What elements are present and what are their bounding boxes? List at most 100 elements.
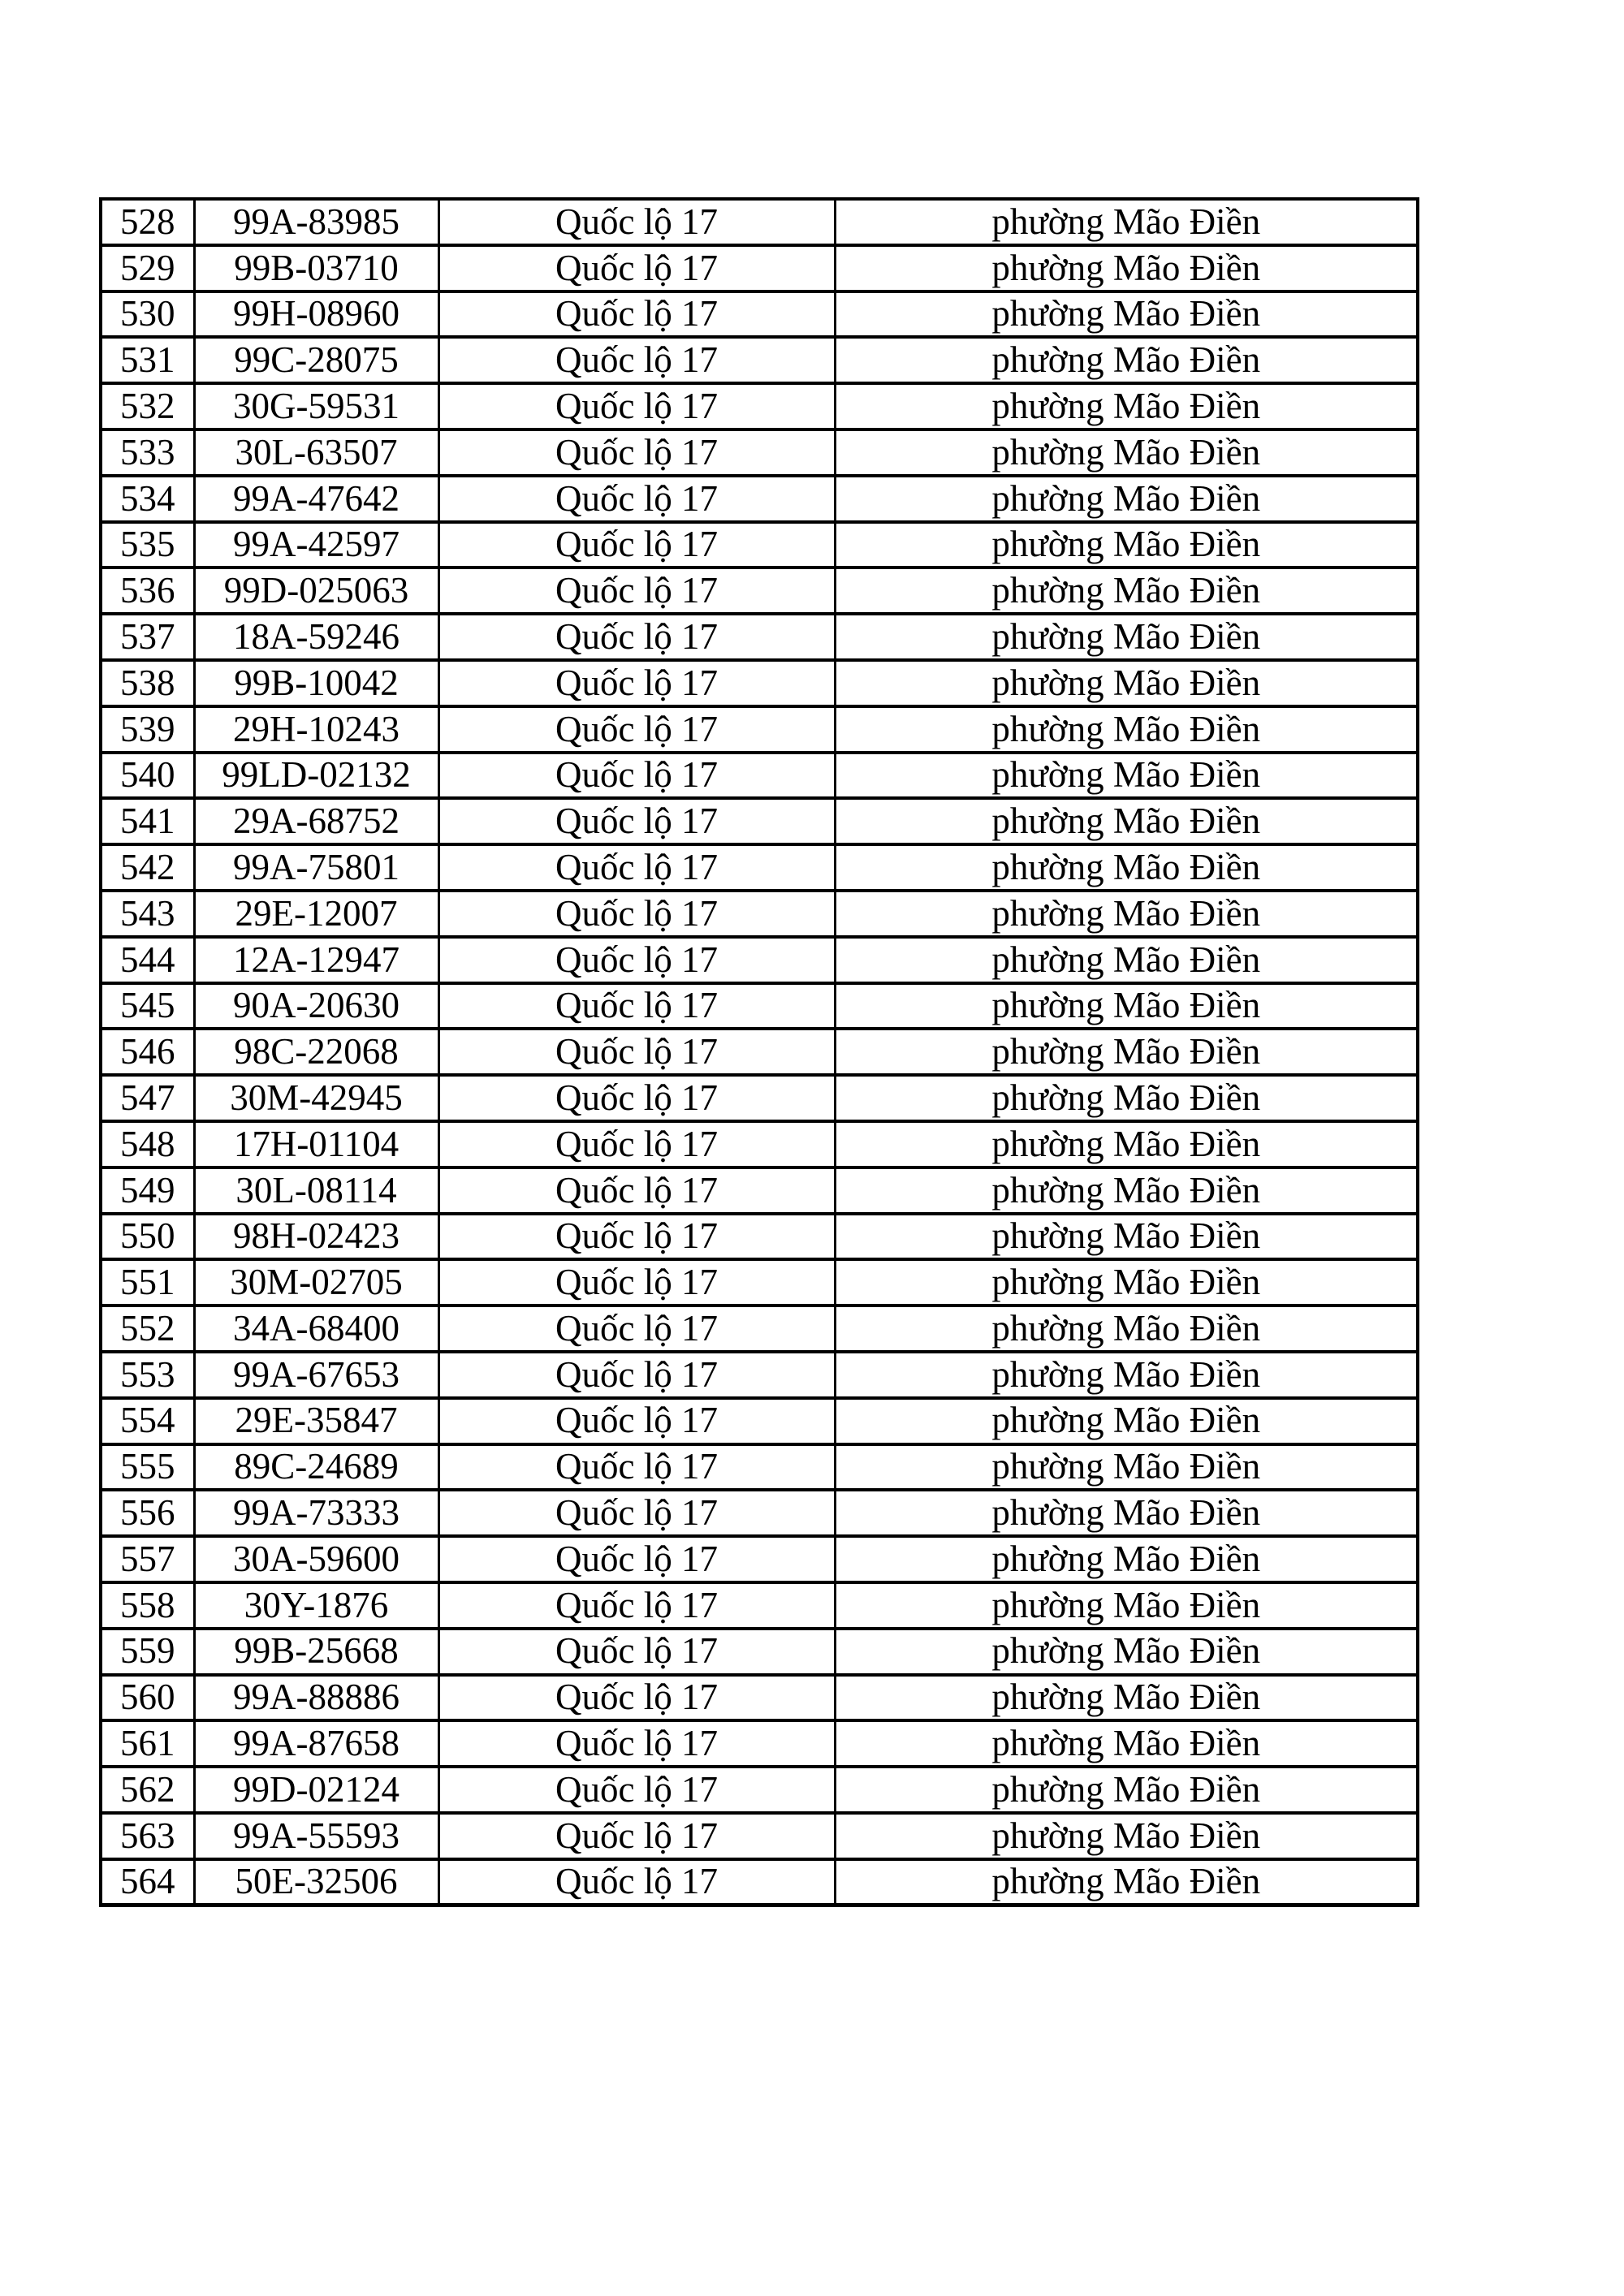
plate-cell: 90A-20630 <box>192 981 440 1031</box>
table-row: 537 18A-59246 Quốc lộ 17 phường Mão Điền <box>99 612 1419 662</box>
table-row: 564 50E-32506 Quốc lộ 17 phường Mão Điền <box>99 1857 1419 1907</box>
street-cell: Quốc lộ 17 <box>437 612 836 662</box>
row-number-cell: 530 <box>99 289 196 339</box>
row-number-cell: 550 <box>99 1211 196 1262</box>
vehicle-table: 528 99A-83985 Quốc lộ 17 phường Mão Điền 529… <box>99 197 1419 1908</box>
vehicle-table-body: 528 99A-83985 Quốc lộ 17 phường Mão Điền 529… <box>99 197 1419 1907</box>
row-number-cell: 558 <box>99 1580 196 1630</box>
street-cell: Quốc lộ 17 <box>437 335 836 386</box>
table-row: 558 30Y-1876 Quốc lộ 17 phường Mão Điền <box>99 1580 1419 1630</box>
table-row: 555 89C-24689 Quốc lộ 17 phường Mão Điền <box>99 1442 1419 1492</box>
street-cell: Quốc lộ 17 <box>437 473 836 524</box>
row-number-cell: 534 <box>99 473 196 524</box>
ward-cell: phường Mão Điền <box>833 704 1419 754</box>
table-row: 544 12A-12947 Quốc lộ 17 phường Mão Điền <box>99 934 1419 985</box>
row-number-cell: 557 <box>99 1534 196 1584</box>
plate-cell: 98C-22068 <box>192 1027 440 1077</box>
row-number-cell: 537 <box>99 612 196 662</box>
street-cell: Quốc lộ 17 <box>437 1119 836 1169</box>
ward-cell: phường Mão Điền <box>833 1488 1419 1539</box>
plate-cell: 29H-10243 <box>192 704 440 754</box>
street-cell: Quốc lộ 17 <box>437 888 836 939</box>
street-cell: Quốc lộ 17 <box>437 289 836 339</box>
row-number-cell: 555 <box>99 1442 196 1492</box>
plate-cell: 30Y-1876 <box>192 1580 440 1630</box>
plate-cell: 99A-87658 <box>192 1719 440 1769</box>
ward-cell: phường Mão Điền <box>833 243 1419 293</box>
ward-cell: phường Mão Điền <box>833 1211 1419 1262</box>
row-number-cell: 560 <box>99 1672 196 1723</box>
row-number-cell: 559 <box>99 1626 196 1677</box>
plate-cell: 99B-25668 <box>192 1626 440 1677</box>
row-number-cell: 551 <box>99 1258 196 1308</box>
table-row: 531 99C-28075 Quốc lộ 17 phường Mão Điền <box>99 335 1419 386</box>
row-number-cell: 543 <box>99 888 196 939</box>
street-cell: Quốc lộ 17 <box>437 1027 836 1077</box>
row-number-cell: 538 <box>99 658 196 708</box>
ward-cell: phường Mão Điền <box>833 1304 1419 1353</box>
table-row: 563 99A-55593 Quốc lộ 17 phường Mão Điền <box>99 1810 1419 1861</box>
ward-cell: phường Mão Điền <box>833 1073 1419 1123</box>
ward-cell: phường Mão Điền <box>833 658 1419 708</box>
ward-cell: phường Mão Điền <box>833 520 1419 570</box>
ward-cell: phường Mão Điền <box>833 1672 1419 1723</box>
ward-cell: phường Mão Điền <box>833 1534 1419 1584</box>
plate-cell: 29A-68752 <box>192 796 440 847</box>
street-cell: Quốc lộ 17 <box>437 1258 836 1308</box>
table-row: 528 99A-83985 Quốc lộ 17 phường Mão Điền <box>99 197 1419 247</box>
table-row: 554 29E-35847 Quốc lộ 17 phường Mão Điền <box>99 1396 1419 1446</box>
plate-cell: 34A-68400 <box>192 1304 440 1353</box>
row-number-cell: 528 <box>99 197 196 247</box>
ward-cell: phường Mão Điền <box>833 335 1419 386</box>
row-number-cell: 547 <box>99 1073 196 1123</box>
row-number-cell: 549 <box>99 1165 196 1215</box>
ward-cell: phường Mão Điền <box>833 1765 1419 1815</box>
row-number-cell: 552 <box>99 1304 196 1353</box>
ward-cell: phường Mão Điền <box>833 1626 1419 1677</box>
plate-cell: 29E-35847 <box>192 1396 440 1446</box>
plate-cell: 18A-59246 <box>192 612 440 662</box>
street-cell: Quốc lộ 17 <box>437 658 836 708</box>
ward-cell: phường Mão Điền <box>833 1027 1419 1077</box>
row-number-cell: 563 <box>99 1810 196 1861</box>
ward-cell: phường Mão Điền <box>833 612 1419 662</box>
plate-cell: 99D-02124 <box>192 1765 440 1815</box>
table-row: 559 99B-25668 Quốc lộ 17 phường Mão Điền <box>99 1626 1419 1677</box>
street-cell: Quốc lộ 17 <box>437 566 836 616</box>
ward-cell: phường Mão Điền <box>833 1719 1419 1769</box>
plate-cell: 99A-83985 <box>192 197 440 247</box>
table-row: 543 29E-12007 Quốc lộ 17 phường Mão Điền <box>99 888 1419 939</box>
ward-cell: phường Mão Điền <box>833 888 1419 939</box>
ward-cell: phường Mão Điền <box>833 934 1419 985</box>
street-cell: Quốc lộ 17 <box>437 1580 836 1630</box>
plate-cell: 17H-01104 <box>192 1119 440 1169</box>
ward-cell: phường Mão Điền <box>833 1580 1419 1630</box>
ward-cell: phường Mão Điền <box>833 427 1419 477</box>
row-number-cell: 548 <box>99 1119 196 1169</box>
ward-cell: phường Mão Điền <box>833 1349 1419 1400</box>
plate-cell: 99B-10042 <box>192 658 440 708</box>
row-number-cell: 564 <box>99 1857 196 1907</box>
ward-cell: phường Mão Điền <box>833 289 1419 339</box>
row-number-cell: 556 <box>99 1488 196 1539</box>
row-number-cell: 539 <box>99 704 196 754</box>
plate-cell: 99A-75801 <box>192 843 440 892</box>
street-cell: Quốc lộ 17 <box>437 1073 836 1123</box>
table-row: 556 99A-73333 Quốc lộ 17 phường Mão Điền <box>99 1488 1419 1539</box>
plate-cell: 99A-47642 <box>192 473 440 524</box>
plate-cell: 30G-59531 <box>192 382 440 431</box>
row-number-cell: 553 <box>99 1349 196 1400</box>
plate-cell: 99LD-02132 <box>192 750 440 801</box>
table-row: 553 99A-67653 Quốc lộ 17 phường Mão Điền <box>99 1349 1419 1400</box>
table-row: 547 30M-42945 Quốc lộ 17 phường Mão Điền <box>99 1073 1419 1123</box>
street-cell: Quốc lộ 17 <box>437 427 836 477</box>
ward-cell: phường Mão Điền <box>833 382 1419 431</box>
street-cell: Quốc lộ 17 <box>437 796 836 847</box>
street-cell: Quốc lộ 17 <box>437 1857 836 1907</box>
table-row: 548 17H-01104 Quốc lộ 17 phường Mão Điền <box>99 1119 1419 1169</box>
plate-cell: 89C-24689 <box>192 1442 440 1492</box>
table-row: 542 99A-75801 Quốc lộ 17 phường Mão Điền <box>99 843 1419 892</box>
row-number-cell: 535 <box>99 520 196 570</box>
table-row: 550 98H-02423 Quốc lộ 17 phường Mão Điền <box>99 1211 1419 1262</box>
ward-cell: phường Mão Điền <box>833 1442 1419 1492</box>
